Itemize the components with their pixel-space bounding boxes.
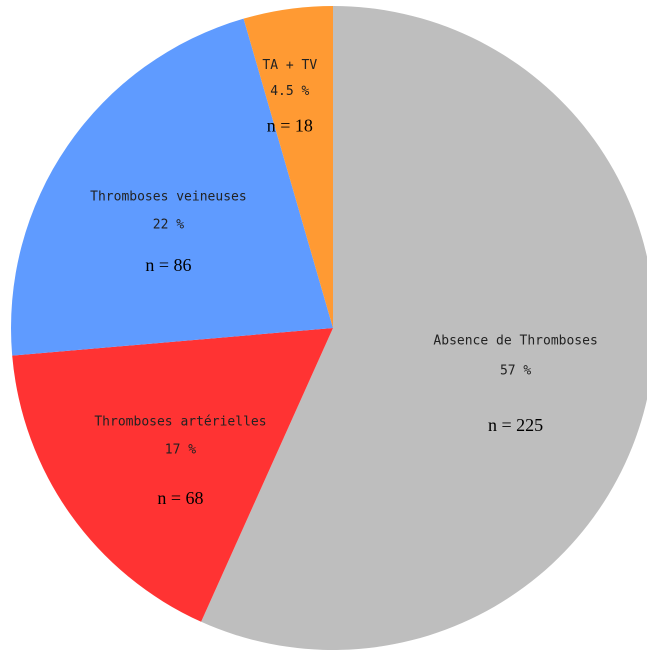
count-label: n = 18 bbox=[267, 115, 313, 135]
pie-slice bbox=[11, 18, 334, 356]
count-label: n = 86 bbox=[145, 255, 191, 275]
pie-slice bbox=[243, 6, 333, 328]
value-label: 4.5 % bbox=[270, 84, 309, 99]
slice-label: Thromboses artérielles bbox=[94, 414, 266, 429]
slice-label: Absence de Thromboses bbox=[433, 334, 597, 349]
count-label: n = 225 bbox=[488, 415, 543, 435]
count-label: n = 68 bbox=[157, 488, 203, 508]
value-label: 22 % bbox=[153, 217, 184, 232]
pie-slice bbox=[201, 6, 647, 650]
slice-label: TA + TV bbox=[262, 58, 317, 73]
value-label: 17 % bbox=[165, 442, 196, 457]
pie-slice bbox=[12, 328, 333, 622]
slice-label: Thromboses veineuses bbox=[90, 189, 247, 204]
value-label: 57 % bbox=[500, 364, 531, 379]
